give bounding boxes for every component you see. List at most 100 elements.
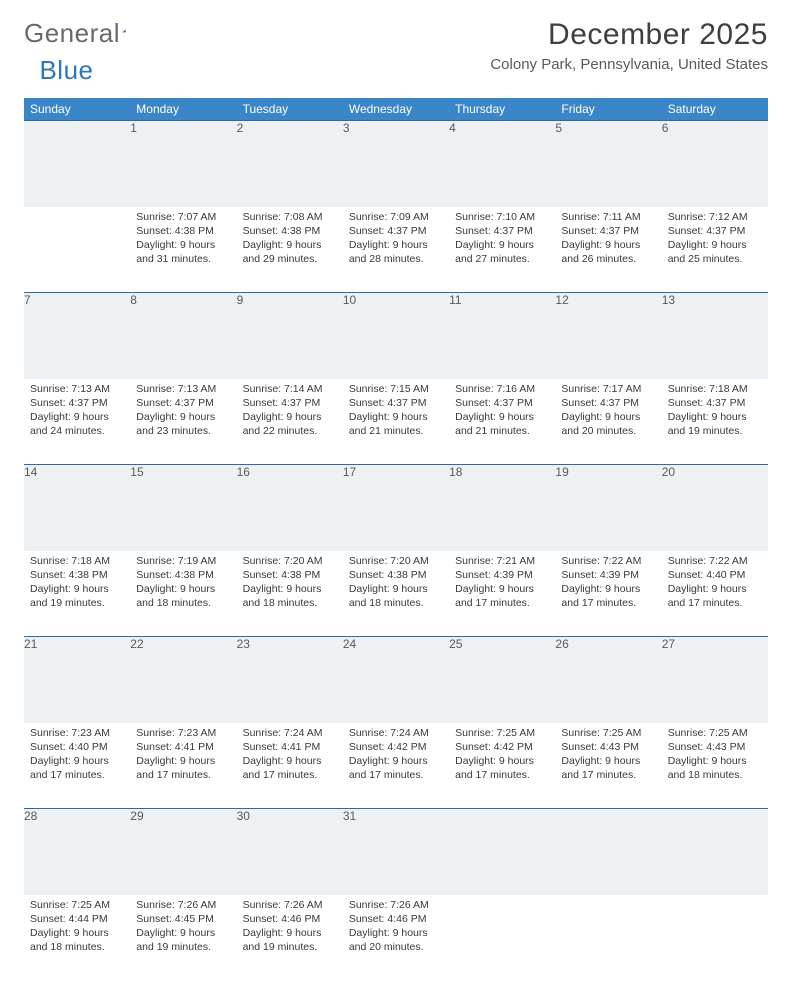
weekday-header: Tuesday (237, 98, 343, 121)
brand-word1: General (24, 18, 120, 49)
sunset-line: Sunset: 4:44 PM (30, 912, 124, 926)
day-body-row: Sunrise: 7:13 AMSunset: 4:37 PMDaylight:… (24, 379, 768, 465)
day-body-cell: Sunrise: 7:22 AMSunset: 4:40 PMDaylight:… (662, 551, 768, 637)
day-details: Sunrise: 7:23 AMSunset: 4:41 PMDaylight:… (130, 723, 236, 789)
day-details: Sunrise: 7:16 AMSunset: 4:37 PMDaylight:… (449, 379, 555, 445)
brand-logo: General (24, 18, 148, 49)
day-number-row: 78910111213 (24, 293, 768, 379)
sunset-line: Sunset: 4:37 PM (243, 396, 337, 410)
day-number-cell: 28 (24, 809, 130, 895)
sunset-line: Sunset: 4:38 PM (243, 224, 337, 238)
daylight-line: Daylight: 9 hours and 21 minutes. (349, 410, 443, 438)
day-body-cell (449, 895, 555, 981)
day-number-cell: 26 (555, 637, 661, 723)
day-body-cell: Sunrise: 7:26 AMSunset: 4:45 PMDaylight:… (130, 895, 236, 981)
day-body-cell: Sunrise: 7:17 AMSunset: 4:37 PMDaylight:… (555, 379, 661, 465)
day-number-row: 14151617181920 (24, 465, 768, 551)
day-number-cell: 3 (343, 121, 449, 207)
day-number-row: 21222324252627 (24, 637, 768, 723)
daylight-line: Daylight: 9 hours and 24 minutes. (30, 410, 124, 438)
daylight-line: Daylight: 9 hours and 17 minutes. (243, 754, 337, 782)
daylight-line: Daylight: 9 hours and 20 minutes. (349, 926, 443, 954)
sunrise-line: Sunrise: 7:25 AM (30, 898, 124, 912)
day-body-cell: Sunrise: 7:18 AMSunset: 4:37 PMDaylight:… (662, 379, 768, 465)
sunset-line: Sunset: 4:38 PM (349, 568, 443, 582)
sunrise-line: Sunrise: 7:22 AM (668, 554, 762, 568)
day-number-cell: 22 (130, 637, 236, 723)
daylight-line: Daylight: 9 hours and 22 minutes. (243, 410, 337, 438)
day-body-cell: Sunrise: 7:13 AMSunset: 4:37 PMDaylight:… (130, 379, 236, 465)
day-number-cell: 19 (555, 465, 661, 551)
brand-sail-icon (122, 21, 127, 41)
daylight-line: Daylight: 9 hours and 23 minutes. (136, 410, 230, 438)
daylight-line: Daylight: 9 hours and 17 minutes. (349, 754, 443, 782)
day-number-cell: 23 (237, 637, 343, 723)
daylight-line: Daylight: 9 hours and 18 minutes. (243, 582, 337, 610)
day-details: Sunrise: 7:19 AMSunset: 4:38 PMDaylight:… (130, 551, 236, 617)
sunset-line: Sunset: 4:37 PM (455, 396, 549, 410)
daylight-line: Daylight: 9 hours and 20 minutes. (561, 410, 655, 438)
sunset-line: Sunset: 4:37 PM (136, 396, 230, 410)
day-body-cell: Sunrise: 7:18 AMSunset: 4:38 PMDaylight:… (24, 551, 130, 637)
day-body-row: Sunrise: 7:25 AMSunset: 4:44 PMDaylight:… (24, 895, 768, 981)
day-body-cell (662, 895, 768, 981)
sunset-line: Sunset: 4:41 PM (136, 740, 230, 754)
weekday-header: Sunday (24, 98, 130, 121)
day-number-cell: 14 (24, 465, 130, 551)
day-body-cell: Sunrise: 7:25 AMSunset: 4:43 PMDaylight:… (555, 723, 661, 809)
sunrise-line: Sunrise: 7:24 AM (349, 726, 443, 740)
day-body-row: Sunrise: 7:07 AMSunset: 4:38 PMDaylight:… (24, 207, 768, 293)
sunrise-line: Sunrise: 7:23 AM (30, 726, 124, 740)
day-number-row: 123456 (24, 121, 768, 207)
day-number-cell: 17 (343, 465, 449, 551)
day-details: Sunrise: 7:09 AMSunset: 4:37 PMDaylight:… (343, 207, 449, 273)
daylight-line: Daylight: 9 hours and 17 minutes. (668, 582, 762, 610)
day-body-row: Sunrise: 7:18 AMSunset: 4:38 PMDaylight:… (24, 551, 768, 637)
sunset-line: Sunset: 4:37 PM (349, 224, 443, 238)
daylight-line: Daylight: 9 hours and 18 minutes. (136, 582, 230, 610)
day-body-cell: Sunrise: 7:19 AMSunset: 4:38 PMDaylight:… (130, 551, 236, 637)
day-details: Sunrise: 7:17 AMSunset: 4:37 PMDaylight:… (555, 379, 661, 445)
sunset-line: Sunset: 4:38 PM (243, 568, 337, 582)
daylight-line: Daylight: 9 hours and 26 minutes. (561, 238, 655, 266)
sunrise-line: Sunrise: 7:15 AM (349, 382, 443, 396)
day-number-cell: 7 (24, 293, 130, 379)
day-number-cell: 30 (237, 809, 343, 895)
sunrise-line: Sunrise: 7:21 AM (455, 554, 549, 568)
day-body-cell: Sunrise: 7:15 AMSunset: 4:37 PMDaylight:… (343, 379, 449, 465)
sunrise-line: Sunrise: 7:20 AM (243, 554, 337, 568)
sunrise-line: Sunrise: 7:20 AM (349, 554, 443, 568)
daylight-line: Daylight: 9 hours and 18 minutes. (668, 754, 762, 782)
brand-word2: Blue (39, 55, 93, 86)
day-number-cell: 6 (662, 121, 768, 207)
day-details: Sunrise: 7:20 AMSunset: 4:38 PMDaylight:… (343, 551, 449, 617)
day-number-cell: 12 (555, 293, 661, 379)
sunset-line: Sunset: 4:43 PM (561, 740, 655, 754)
day-body-cell: Sunrise: 7:21 AMSunset: 4:39 PMDaylight:… (449, 551, 555, 637)
day-number-row: 28293031 (24, 809, 768, 895)
day-details: Sunrise: 7:26 AMSunset: 4:45 PMDaylight:… (130, 895, 236, 961)
day-number-cell: 1 (130, 121, 236, 207)
day-body-cell: Sunrise: 7:08 AMSunset: 4:38 PMDaylight:… (237, 207, 343, 293)
day-body-cell: Sunrise: 7:25 AMSunset: 4:42 PMDaylight:… (449, 723, 555, 809)
sunset-line: Sunset: 4:46 PM (243, 912, 337, 926)
daylight-line: Daylight: 9 hours and 17 minutes. (455, 754, 549, 782)
daylight-line: Daylight: 9 hours and 19 minutes. (668, 410, 762, 438)
day-details: Sunrise: 7:22 AMSunset: 4:40 PMDaylight:… (662, 551, 768, 617)
day-number-cell (449, 809, 555, 895)
daylight-line: Daylight: 9 hours and 19 minutes. (243, 926, 337, 954)
sunset-line: Sunset: 4:37 PM (561, 396, 655, 410)
day-body-cell: Sunrise: 7:20 AMSunset: 4:38 PMDaylight:… (343, 551, 449, 637)
daylight-line: Daylight: 9 hours and 18 minutes. (349, 582, 443, 610)
sunset-line: Sunset: 4:38 PM (136, 224, 230, 238)
daylight-line: Daylight: 9 hours and 18 minutes. (30, 926, 124, 954)
day-number-cell: 5 (555, 121, 661, 207)
sunset-line: Sunset: 4:45 PM (136, 912, 230, 926)
day-number-cell: 29 (130, 809, 236, 895)
sunrise-line: Sunrise: 7:26 AM (349, 898, 443, 912)
sunrise-line: Sunrise: 7:13 AM (136, 382, 230, 396)
day-body-cell: Sunrise: 7:11 AMSunset: 4:37 PMDaylight:… (555, 207, 661, 293)
day-details: Sunrise: 7:25 AMSunset: 4:43 PMDaylight:… (555, 723, 661, 789)
sunset-line: Sunset: 4:42 PM (455, 740, 549, 754)
sunrise-line: Sunrise: 7:12 AM (668, 210, 762, 224)
